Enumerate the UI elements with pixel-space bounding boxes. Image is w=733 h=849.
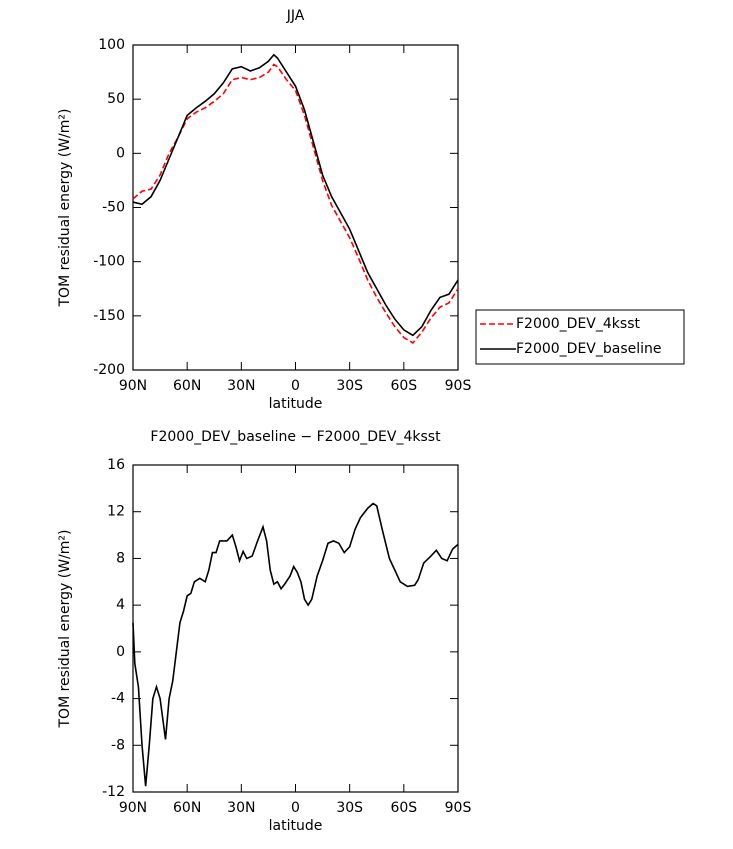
y-tick-label: -100 (93, 254, 125, 270)
y-tick-label: -12 (102, 784, 125, 800)
plot-frame (132, 464, 459, 793)
x-tick-label: 30N (227, 378, 255, 394)
y-tick-label: 0 (116, 644, 125, 660)
x-tick-label: 90S (445, 378, 472, 394)
y-tick-label: -50 (102, 200, 125, 216)
data-line (132, 502, 459, 787)
chart-title: JJA (286, 8, 305, 24)
x-tick-label: 60N (173, 378, 201, 394)
x-tick-label: 90N (119, 378, 147, 394)
legend-label: F2000_DEV_baseline (516, 341, 662, 357)
x-tick-label: 60S (390, 800, 417, 816)
y-tick-label: 12 (107, 504, 125, 520)
y-tick-label: -4 (111, 691, 125, 707)
x-axis-label: latitude (269, 818, 323, 834)
data-line (132, 53, 459, 337)
y-axis-label: TOM residual energy (W/m²) (57, 109, 73, 308)
x-tick-label: 90S (445, 800, 472, 816)
x-tick-label: 60N (173, 800, 201, 816)
x-axis-label: latitude (269, 396, 323, 412)
y-tick-label: -8 (111, 737, 125, 753)
x-tick-label: 30N (227, 800, 255, 816)
x-tick-label: 90N (119, 800, 147, 816)
legend-box (475, 309, 685, 365)
y-tick-label: 8 (116, 550, 125, 566)
x-tick-label: 30S (336, 378, 363, 394)
chart-title: F2000_DEV_baseline − F2000_DEV_4ksst (150, 429, 441, 445)
y-tick-label: 100 (98, 37, 125, 53)
x-tick-label: 30S (336, 800, 363, 816)
legend-label: F2000_DEV_4ksst (516, 316, 640, 332)
y-tick-label: 50 (107, 91, 125, 107)
data-line (132, 63, 459, 344)
y-tick-label: -150 (93, 308, 125, 324)
y-tick-label: 0 (116, 145, 125, 161)
x-tick-label: 60S (390, 378, 417, 394)
x-tick-label: 0 (291, 378, 300, 394)
y-tick-label: -200 (93, 362, 125, 378)
y-axis-label: TOM residual energy (W/m²) (57, 530, 73, 729)
y-tick-label: 4 (116, 597, 125, 613)
plot-frame (132, 44, 459, 371)
x-tick-label: 0 (291, 800, 300, 816)
y-tick-label: 16 (107, 457, 125, 473)
